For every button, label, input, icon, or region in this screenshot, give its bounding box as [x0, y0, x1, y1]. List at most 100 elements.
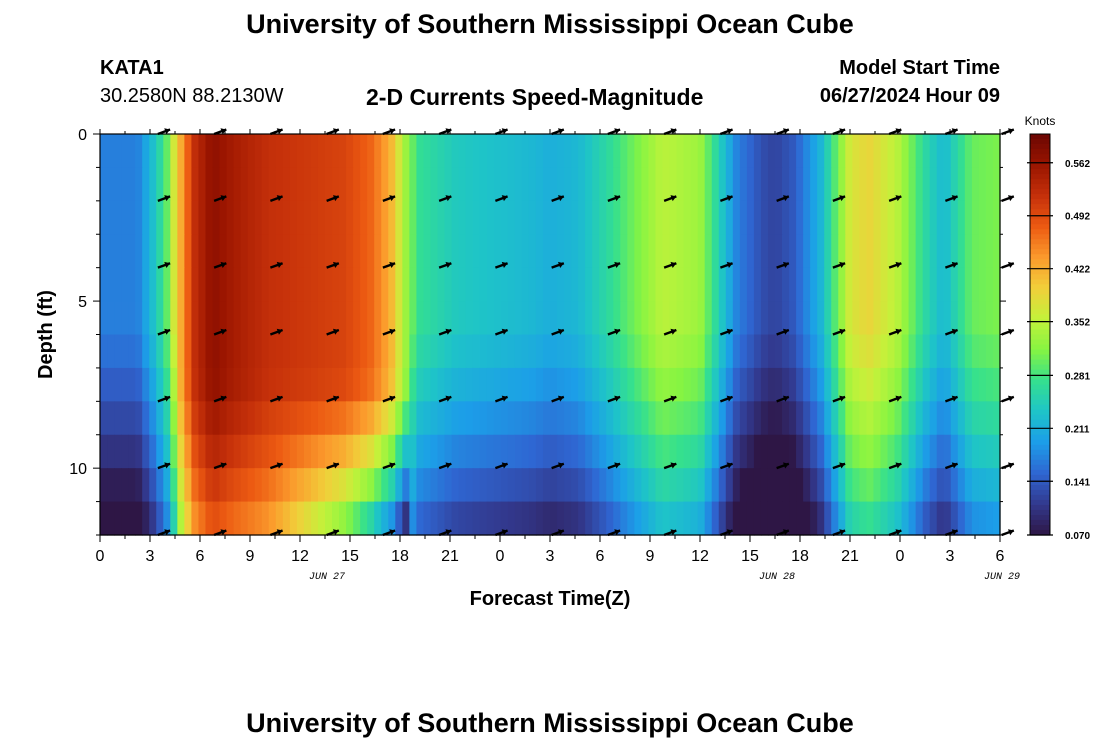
- colorbar-segment: [1030, 294, 1050, 301]
- x-tick-label: 0: [496, 548, 505, 565]
- heatmap-cell: [310, 401, 319, 436]
- heatmap-cell: [620, 434, 628, 469]
- heatmap-cell: [542, 301, 551, 336]
- colorbar-segment: [1030, 389, 1050, 396]
- colorbar-segment: [1030, 499, 1050, 506]
- current-arrow: [494, 328, 509, 336]
- heatmap-cell: [472, 134, 481, 169]
- heatmap-cell: [704, 334, 713, 369]
- heatmap-cell: [585, 367, 593, 402]
- heatmap-cell: [388, 134, 396, 169]
- heatmap-cell: [254, 134, 263, 169]
- heatmap-cell: [557, 367, 565, 402]
- heatmap-cell: [121, 200, 129, 235]
- arrow-head: [614, 328, 621, 335]
- heatmap-cell: [339, 468, 347, 503]
- heatmap-cell: [486, 367, 495, 402]
- heatmap-cell: [289, 334, 298, 369]
- heatmap-cell: [810, 367, 818, 402]
- heatmap-cell: [578, 468, 586, 503]
- heatmap-cell: [859, 434, 868, 469]
- colorbar-segment: [1030, 224, 1050, 230]
- heatmap-cell: [163, 468, 171, 503]
- heatmap-cell: [149, 367, 157, 402]
- heatmap-cell: [444, 267, 453, 302]
- current-arrow: [494, 395, 509, 403]
- heatmap-cell: [985, 501, 994, 536]
- colorbar-segment: [1030, 194, 1050, 200]
- heatmap-cell: [493, 434, 502, 469]
- heatmap-cell: [767, 267, 776, 302]
- heatmap-cell: [585, 434, 593, 469]
- heatmap-cell: [606, 234, 614, 269]
- current-arrow: [832, 128, 846, 136]
- arrow-head: [389, 195, 396, 202]
- heatmap-cell: [339, 200, 347, 235]
- heatmap-cell: [585, 234, 593, 269]
- heatmap-cell: [332, 167, 340, 202]
- heatmap-cell: [606, 301, 614, 336]
- heatmap-cell: [859, 134, 868, 169]
- heatmap-cell: [507, 434, 516, 469]
- heatmap-cell: [585, 301, 593, 336]
- heatmap-cell: [219, 401, 228, 436]
- heatmap-cell: [564, 468, 572, 503]
- heatmap-cell: [275, 334, 284, 369]
- heatmap-cell: [880, 167, 889, 202]
- heatmap-cell: [683, 134, 692, 169]
- heatmap-cell: [796, 367, 804, 402]
- heatmap-cell: [831, 334, 839, 369]
- heatmap-cell: [444, 301, 453, 336]
- heatmap-cell: [135, 468, 143, 503]
- heatmap-cell: [775, 301, 783, 336]
- colorbar-segment: [1030, 494, 1050, 501]
- heatmap-cell: [149, 167, 157, 202]
- heatmap-cell: [746, 401, 755, 436]
- arrow-head: [445, 261, 452, 268]
- heatmap-cell: [655, 367, 664, 402]
- heatmap-cell: [226, 267, 235, 302]
- heatmap-cell: [219, 434, 228, 469]
- heatmap-cell: [810, 234, 818, 269]
- heatmap-cell: [500, 301, 509, 336]
- heatmap-cell: [697, 501, 706, 536]
- heatmap-cell: [782, 334, 790, 369]
- colorbar-segment: [1030, 179, 1050, 185]
- heatmap-cell: [557, 434, 565, 469]
- heatmap-cell: [641, 434, 650, 469]
- current-arrow: [551, 462, 565, 470]
- heatmap-cell: [268, 501, 277, 536]
- heatmap-cell: [212, 167, 221, 202]
- current-arrow: [551, 128, 565, 136]
- heatmap-cell: [303, 200, 312, 235]
- heatmap-cell: [901, 134, 910, 169]
- heatmap-cell: [704, 401, 713, 436]
- heatmap-cell: [360, 434, 368, 469]
- heatmap-cell: [458, 234, 467, 269]
- heatmap-cell: [388, 468, 396, 503]
- current-arrow: [551, 529, 565, 537]
- heatmap-cell: [831, 468, 839, 503]
- heatmap-cell: [409, 200, 418, 235]
- heatmap-cell: [838, 134, 846, 169]
- heatmap-cell: [915, 401, 924, 436]
- heatmap-cell: [107, 200, 115, 235]
- heatmap-cell: [971, 200, 980, 235]
- colorbar-tick-label: 0.141: [1065, 477, 1090, 488]
- heatmap-cell: [753, 468, 762, 503]
- heatmap-cell: [564, 501, 572, 536]
- current-arrow: [326, 195, 340, 202]
- heatmap-cell: [479, 468, 488, 503]
- heatmap-cell: [824, 134, 832, 169]
- heatmap-cell: [887, 468, 896, 503]
- heatmap-cell: [254, 334, 263, 369]
- heatmap-cell: [767, 434, 776, 469]
- heatmap-cell: [732, 434, 741, 469]
- heatmap-cell: [873, 234, 882, 269]
- heatmap-cell: [697, 301, 706, 336]
- heatmap-cell: [409, 367, 418, 402]
- heatmap-cell: [753, 134, 762, 169]
- heatmap-cell: [275, 301, 284, 336]
- heatmap-cell: [606, 468, 614, 503]
